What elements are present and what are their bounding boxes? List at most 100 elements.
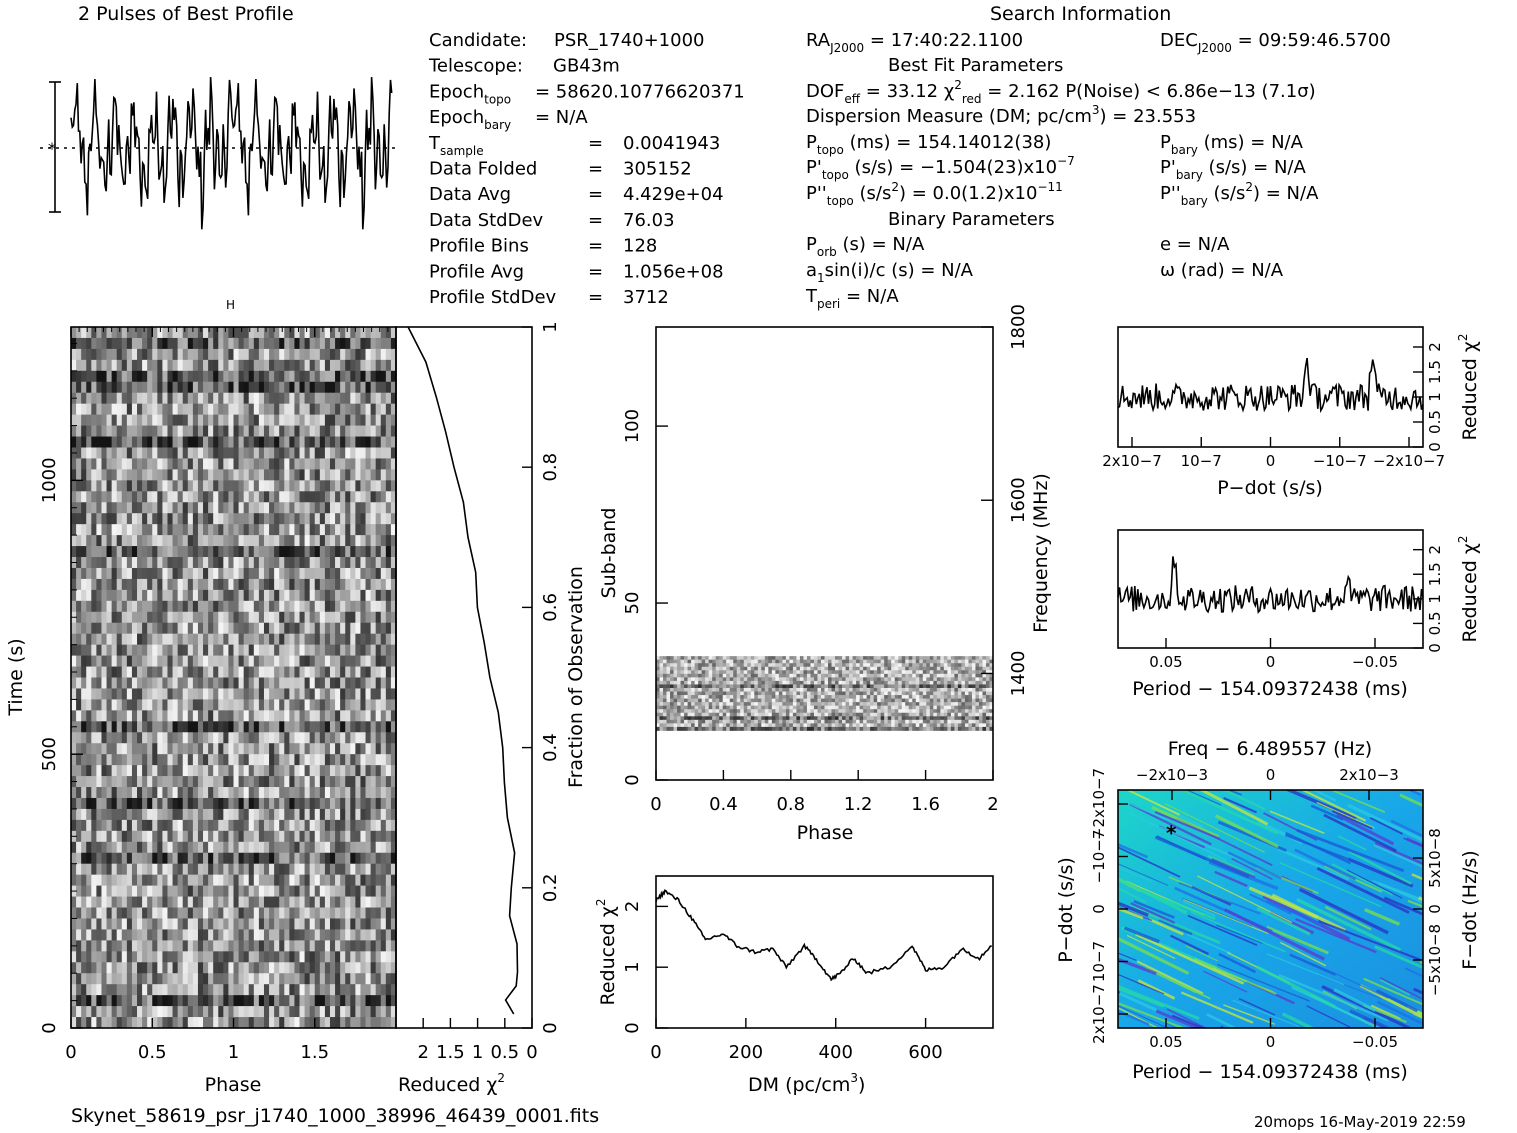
- subband-cell: [792, 673, 797, 678]
- greyscale-cell: [345, 502, 351, 514]
- greyscale-cell: [350, 458, 356, 470]
- greyscale-cell: [238, 765, 245, 777]
- greyscale-cell: [309, 787, 316, 799]
- greyscale-cell: [345, 403, 351, 416]
- greyscale-cell: [106, 787, 113, 799]
- greyscale-cell: [263, 666, 270, 678]
- subband-cell: [764, 677, 769, 682]
- greyscale-cell: [238, 600, 245, 613]
- greyscale-cell: [329, 819, 336, 832]
- greyscale-cell: [208, 644, 214, 656]
- greyscale-cell: [197, 787, 204, 799]
- greyscale-cell: [131, 743, 138, 755]
- greyscale-cell: [284, 754, 290, 766]
- greyscale-cell: [263, 513, 270, 525]
- greyscale-cell: [380, 754, 387, 766]
- greyscale-cell: [177, 370, 184, 383]
- greyscale-cell: [258, 907, 265, 919]
- greyscale-cell: [385, 414, 392, 426]
- greyscale-cell: [309, 502, 316, 514]
- greyscale-cell: [263, 348, 270, 361]
- subband-cell: [838, 656, 843, 661]
- greyscale-cell: [91, 392, 97, 405]
- y-tick-label: 0.6: [540, 593, 561, 622]
- greyscale-cell: [385, 830, 392, 843]
- greyscale-cell: [172, 337, 179, 350]
- greyscale-cell: [233, 885, 239, 897]
- subband-cell: [835, 656, 839, 661]
- subband-cell: [919, 666, 924, 671]
- greyscale-cell: [111, 940, 118, 952]
- greyscale-cell: [350, 808, 356, 821]
- greyscale-cell: [304, 337, 311, 350]
- greyscale-cell: [157, 535, 163, 547]
- greyscale-cell: [213, 359, 219, 372]
- greyscale-cell: [81, 535, 87, 547]
- greyscale-cell: [228, 392, 234, 405]
- greyscale-cell: [228, 348, 234, 361]
- greyscale-cell: [208, 327, 214, 339]
- subband-cell: [859, 656, 864, 661]
- greyscale-cell: [157, 458, 163, 470]
- subband-cell: [729, 663, 734, 668]
- greyscale-cell: [182, 808, 189, 821]
- greyscale-cell: [279, 436, 285, 448]
- greyscale-cell: [340, 469, 346, 481]
- greyscale-cell: [192, 480, 199, 492]
- greyscale-cell: [253, 469, 260, 481]
- subband-cell: [656, 656, 660, 661]
- greyscale-cell: [380, 1017, 387, 1029]
- greyscale-cell: [238, 995, 245, 1007]
- greyscale-cell: [324, 381, 331, 394]
- greyscale-cell: [96, 852, 102, 865]
- greyscale-cell: [370, 830, 377, 843]
- greyscale-cell: [258, 359, 265, 372]
- greyscale-cell: [355, 491, 361, 503]
- greyscale-cell: [131, 567, 138, 580]
- greyscale-cell: [284, 721, 290, 733]
- greyscale-cell: [299, 611, 305, 624]
- greyscale-cell: [101, 469, 107, 481]
- greyscale-cell: [253, 896, 260, 908]
- greyscale-cell: [370, 348, 377, 361]
- greyscale-cell: [162, 469, 168, 481]
- greyscale-cell: [380, 1006, 387, 1018]
- greyscale-cell: [319, 896, 326, 908]
- greyscale-cell: [162, 567, 168, 580]
- greyscale-cell: [152, 699, 158, 711]
- subband-cell: [975, 656, 980, 661]
- greyscale-cell: [329, 469, 336, 481]
- greyscale-cell: [319, 392, 326, 405]
- greyscale-cell: [238, 502, 245, 514]
- greyscale-cell: [91, 600, 97, 613]
- greyscale-cell: [182, 1017, 189, 1029]
- greyscale-cell: [335, 819, 341, 832]
- greyscale-cell: [335, 611, 341, 624]
- greyscale-cell: [81, 392, 87, 405]
- greyscale-cell: [218, 830, 224, 843]
- greyscale-cell: [81, 502, 87, 514]
- greyscale-cell: [289, 995, 295, 1007]
- greyscale-cell: [299, 677, 305, 689]
- greyscale-cell: [385, 546, 392, 558]
- greyscale-cell: [111, 414, 118, 426]
- greyscale-cell: [162, 841, 168, 854]
- greyscale-cell: [380, 677, 387, 689]
- greyscale-cell: [299, 655, 305, 667]
- greyscale-cell: [172, 830, 179, 843]
- subband-cell: [905, 656, 910, 661]
- greyscale-cell: [152, 852, 158, 865]
- greyscale-cell: [309, 929, 316, 941]
- greyscale-cell: [228, 546, 234, 558]
- greyscale-cell: [350, 863, 356, 876]
- greyscale-cell: [71, 677, 77, 689]
- subband-cell: [782, 680, 787, 685]
- greyscale-cell: [111, 951, 118, 963]
- greyscale-cell: [157, 841, 163, 854]
- greyscale-cell: [182, 567, 189, 580]
- greyscale-cell: [370, 1006, 377, 1018]
- greyscale-cell: [86, 841, 92, 854]
- greyscale-cell: [243, 929, 250, 941]
- greyscale-cell: [284, 962, 290, 974]
- greyscale-cell: [218, 557, 224, 569]
